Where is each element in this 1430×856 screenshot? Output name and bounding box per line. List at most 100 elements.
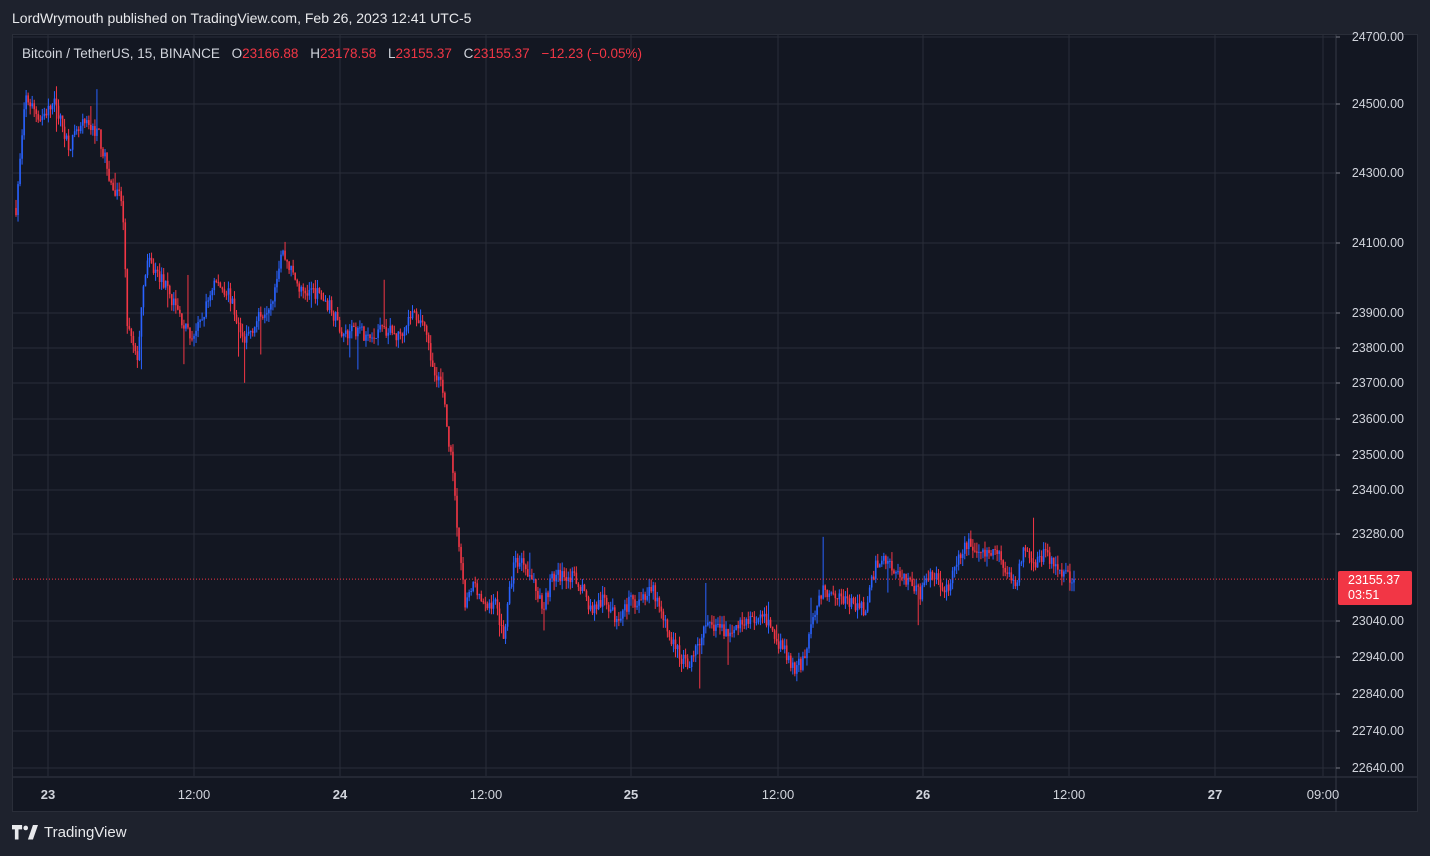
candle[interactable] (874, 555, 877, 583)
candle[interactable] (264, 307, 266, 324)
candle[interactable] (1067, 565, 1069, 573)
candle[interactable] (1046, 543, 1049, 557)
candle[interactable] (579, 584, 582, 595)
candle[interactable] (419, 309, 422, 328)
candle[interactable] (134, 342, 137, 355)
candle[interactable] (197, 316, 199, 338)
candle[interactable] (729, 624, 731, 643)
candle[interactable] (518, 555, 521, 570)
candle[interactable] (231, 296, 234, 304)
candle[interactable] (978, 544, 980, 562)
candle[interactable] (326, 298, 329, 312)
candle[interactable] (377, 324, 379, 346)
chart-pane[interactable] (12, 34, 1418, 812)
candle[interactable] (1071, 578, 1073, 592)
candle[interactable] (682, 649, 685, 669)
candle[interactable] (65, 133, 68, 141)
candle[interactable] (684, 648, 687, 668)
candle[interactable] (1052, 557, 1055, 574)
candle[interactable] (798, 652, 800, 673)
candle[interactable] (622, 608, 624, 626)
candle[interactable] (636, 600, 638, 610)
candle[interactable] (630, 592, 632, 606)
candle[interactable] (816, 605, 818, 624)
candle[interactable] (124, 218, 127, 278)
candle[interactable] (802, 651, 804, 672)
candle[interactable] (357, 326, 359, 370)
candle[interactable] (348, 324, 351, 358)
candle[interactable] (1036, 551, 1039, 568)
candle[interactable] (808, 632, 810, 653)
candle[interactable] (749, 611, 752, 629)
candle[interactable] (1044, 542, 1047, 558)
candle[interactable] (90, 106, 92, 135)
candle[interactable] (897, 563, 899, 575)
candle[interactable] (573, 566, 576, 577)
candle[interactable] (399, 328, 402, 340)
candle[interactable] (59, 113, 62, 127)
candle[interactable] (565, 568, 568, 589)
candle[interactable] (330, 296, 333, 316)
candle[interactable] (484, 596, 487, 612)
candle[interactable] (245, 325, 248, 350)
candle[interactable] (804, 649, 806, 659)
candle[interactable] (1061, 563, 1063, 586)
candle[interactable] (624, 599, 626, 617)
candle[interactable] (102, 147, 104, 159)
candle[interactable] (300, 285, 303, 297)
candle[interactable] (63, 118, 66, 148)
candle[interactable] (130, 327, 133, 344)
candle[interactable] (923, 575, 926, 588)
candle[interactable] (1010, 567, 1013, 584)
candle[interactable] (320, 290, 323, 300)
candle[interactable] (943, 586, 946, 598)
candle[interactable] (721, 616, 723, 632)
candle[interactable] (468, 589, 470, 602)
candle[interactable] (953, 566, 956, 578)
candle[interactable] (158, 263, 161, 290)
candle[interactable] (526, 561, 529, 578)
candle[interactable] (328, 295, 331, 314)
candle[interactable] (504, 623, 507, 645)
candle[interactable] (769, 617, 772, 629)
candle[interactable] (549, 574, 551, 602)
candle[interactable] (39, 115, 42, 123)
candle[interactable] (336, 306, 339, 321)
candle[interactable] (676, 644, 679, 658)
candle[interactable] (306, 284, 309, 302)
candle[interactable] (96, 89, 98, 142)
candle[interactable] (1042, 542, 1045, 565)
candle[interactable] (138, 330, 141, 362)
candle[interactable] (314, 280, 317, 304)
candle[interactable] (440, 368, 442, 387)
candle[interactable] (698, 638, 701, 689)
candle[interactable] (458, 527, 460, 552)
candle[interactable] (342, 332, 345, 343)
candle[interactable] (243, 330, 246, 383)
candle[interactable] (225, 290, 228, 300)
candle[interactable] (674, 632, 677, 658)
candle[interactable] (1030, 551, 1033, 571)
candle[interactable] (937, 569, 940, 585)
candle[interactable] (407, 309, 410, 334)
candle[interactable] (235, 310, 238, 325)
candle[interactable] (33, 99, 36, 118)
candle[interactable] (67, 128, 70, 157)
candle[interactable] (486, 601, 489, 611)
candle[interactable] (221, 286, 224, 293)
candle[interactable] (862, 596, 865, 617)
symbol-title[interactable]: Bitcoin / TetherUS, 15, BINANCE (22, 46, 220, 61)
candle[interactable] (628, 590, 630, 615)
candle[interactable] (620, 611, 622, 623)
candle[interactable] (474, 576, 477, 588)
candle[interactable] (324, 295, 327, 302)
candle[interactable] (688, 661, 691, 669)
candle[interactable] (312, 283, 315, 294)
candle[interactable] (522, 550, 525, 573)
candle[interactable] (140, 307, 143, 370)
candle[interactable] (810, 597, 812, 639)
candle[interactable] (431, 352, 434, 367)
candle[interactable] (1056, 555, 1059, 578)
candle[interactable] (274, 283, 276, 308)
